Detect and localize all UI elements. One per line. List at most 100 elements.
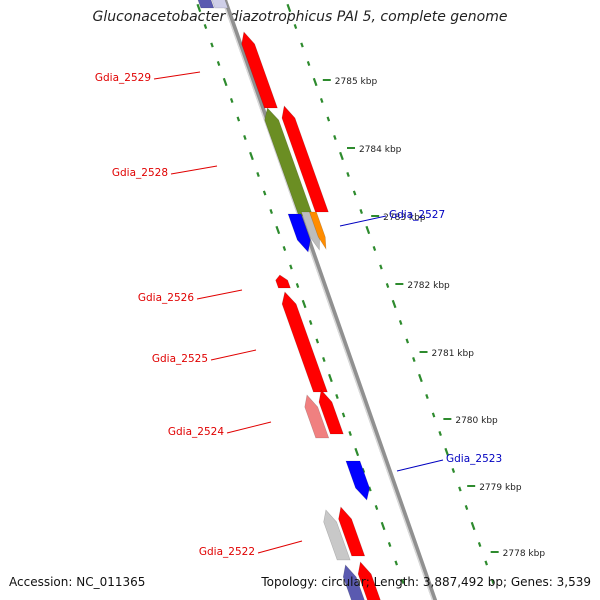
gc-dot xyxy=(372,246,377,251)
gene-label-leader xyxy=(226,421,272,434)
gene-label[interactable]: Gdia_2527 xyxy=(389,209,445,221)
gc-dot xyxy=(269,209,273,214)
tick-label: 2785 kbp xyxy=(335,77,378,87)
forward-strand-gene xyxy=(345,460,370,501)
reverse-strand-gene xyxy=(357,561,381,600)
gene-label-leader xyxy=(396,459,444,472)
reverse-strand-gene xyxy=(342,564,365,600)
gc-dot xyxy=(394,560,398,566)
genome-backbone-highlight xyxy=(221,0,434,600)
gc-dot xyxy=(295,283,300,288)
tick-label: 2781 kbp xyxy=(432,349,475,359)
gc-dot xyxy=(286,3,292,13)
gc-dot xyxy=(203,24,208,29)
gc-dot xyxy=(418,373,423,383)
gc-dot xyxy=(335,394,339,399)
reverse-strand-gene xyxy=(338,506,366,557)
map-title: Gluconacetobacter diazotrophicus PAI 5, … xyxy=(92,9,508,25)
gc-dot xyxy=(365,225,371,235)
forward-strand-gene xyxy=(287,213,311,253)
gene-label-leader xyxy=(210,349,257,361)
gc-dot xyxy=(444,447,450,457)
gc-dot xyxy=(341,412,346,418)
gc-dot xyxy=(379,264,383,270)
reverse-strand-gene xyxy=(275,274,291,289)
gc-dot xyxy=(222,77,228,87)
gc-dot xyxy=(458,486,462,492)
gc-dot xyxy=(398,320,403,325)
gc-dot xyxy=(229,98,234,103)
gc-dot xyxy=(401,579,405,584)
backbone-group xyxy=(221,0,438,600)
gc-dot xyxy=(387,542,392,547)
tick-label: 2784 kbp xyxy=(359,145,402,155)
gc-dot xyxy=(352,190,357,196)
gc-dot xyxy=(315,338,320,344)
gc-track-group xyxy=(196,3,495,584)
gc-skew-track-inner xyxy=(196,3,405,584)
genome-backbone xyxy=(221,0,438,600)
tick-label: 2778 kbp xyxy=(503,549,546,559)
gc-dot xyxy=(306,61,311,66)
gene-label[interactable]: Gdia_2528 xyxy=(112,167,168,179)
gc-dot xyxy=(249,151,254,161)
gc-dot xyxy=(293,24,298,29)
gene-label-leader xyxy=(339,215,387,227)
gc-dot xyxy=(451,468,456,473)
tick-label: 2783 kbp xyxy=(383,213,426,223)
gc-dot xyxy=(391,299,397,309)
gc-dot xyxy=(412,357,416,362)
forward-strand-gene xyxy=(300,211,320,251)
gene-label-leader xyxy=(196,289,243,300)
gc-dot xyxy=(477,542,482,547)
tick-label: 2779 kbp xyxy=(479,483,522,493)
accession-text: Accession: NC_011365 xyxy=(9,575,146,589)
gc-dot xyxy=(470,521,476,531)
gene-label[interactable]: Gdia_2525 xyxy=(152,353,208,365)
gc-dot xyxy=(319,98,324,103)
gc-dot xyxy=(385,283,390,288)
gc-dot xyxy=(348,431,352,436)
reverse-strand-gene xyxy=(318,389,344,435)
reverse-strand-gene xyxy=(281,291,328,393)
gc-dot xyxy=(326,116,331,122)
gc-dot xyxy=(405,338,410,344)
gc-dot xyxy=(431,412,436,418)
gc-dot xyxy=(333,135,337,140)
gene-label[interactable]: Gdia_2524 xyxy=(168,426,224,438)
gene-label-leader xyxy=(257,540,303,554)
gc-dot xyxy=(289,264,293,270)
gc-dot xyxy=(484,560,488,566)
gc-dot xyxy=(359,209,363,214)
gene-label-group: Gdia_2529 Gdia_2528 Gdia_2527 Gdia_2526 Gdia… xyxy=(95,71,502,558)
gc-dot xyxy=(308,320,313,325)
gene-label-leader xyxy=(153,71,201,80)
gc-skew-track-outer xyxy=(286,3,495,584)
gc-dot xyxy=(262,190,267,196)
reverse-strand-gene xyxy=(281,105,329,213)
gene-label[interactable]: Gdia_2529 xyxy=(95,72,151,84)
gc-dot xyxy=(301,299,307,309)
gc-dot xyxy=(380,521,386,531)
gc-dot xyxy=(282,246,287,251)
reverse-strand-gene xyxy=(211,0,229,9)
gc-dot xyxy=(425,394,429,399)
genome-summary-text: Topology: circular; Length: 3,887,492 bp… xyxy=(261,575,591,589)
gc-dot xyxy=(438,431,442,436)
gc-dot xyxy=(275,225,281,235)
gc-dot xyxy=(196,3,202,13)
gene-label[interactable]: Gdia_2526 xyxy=(138,292,194,304)
gene-label[interactable]: Gdia_2522 xyxy=(199,546,255,558)
gc-dot xyxy=(464,505,469,510)
gc-dot xyxy=(243,135,247,140)
gene-feature-group xyxy=(197,0,381,600)
gc-dot xyxy=(339,151,344,161)
gene-label[interactable]: Gdia_2523 xyxy=(446,453,502,465)
tick-label: 2780 kbp xyxy=(455,416,498,426)
gc-dot xyxy=(374,505,379,510)
gene-label-leader xyxy=(170,165,218,175)
reverse-strand-gene xyxy=(241,31,278,109)
gc-dot xyxy=(300,42,304,48)
gc-dot xyxy=(346,172,350,177)
